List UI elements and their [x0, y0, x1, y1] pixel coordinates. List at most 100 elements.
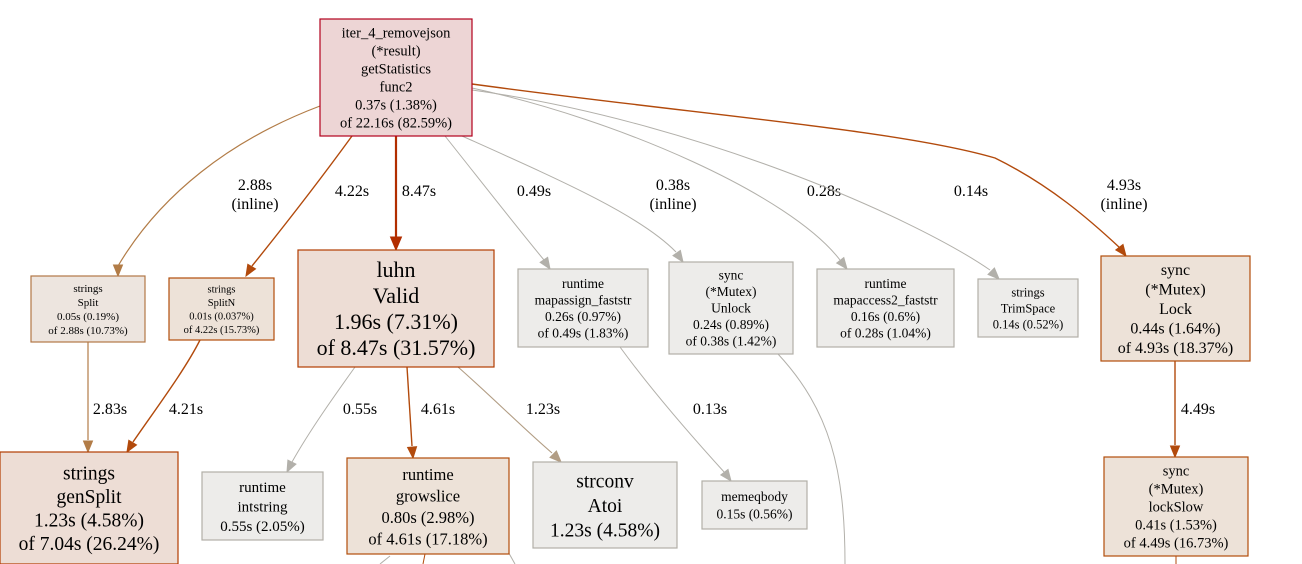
node-memeqbody[interactable]: memeqbody 0.15s (0.56%) [701, 480, 808, 530]
node-lockslow[interactable]: sync (*Mutex) lockSlow 0.41s (1.53%) of 4.49… [1103, 456, 1249, 557]
node-label-line: 0.26s (0.97%) [545, 309, 621, 324]
edge-line [444, 135, 545, 261]
node-trimspace[interactable]: strings TrimSpace 0.14s (0.52%) [977, 278, 1079, 338]
node-box [319, 18, 473, 137]
node-label-line: 0.05s (0.19%) [57, 311, 119, 323]
node-label-line: strings [63, 463, 115, 484]
edge-label: 4.22s [335, 183, 369, 200]
edge-func2-mapassign[interactable]: 0.49s [444, 135, 551, 271]
arrowhead [406, 446, 418, 460]
edge-label: 4.93s (inline) [1100, 177, 1147, 213]
arrowhead [539, 256, 551, 271]
edge-label: 2.88s (inline) [231, 177, 278, 213]
edge-func2-unlock[interactable]: 0.38s (inline) [461, 135, 697, 264]
node-box [1103, 456, 1249, 557]
arrowhead [126, 439, 138, 454]
node-label-line: of 0.49s (1.83%) [538, 325, 629, 340]
arrowhead [1114, 243, 1127, 258]
node-intstring[interactable]: runtime intstring 0.55s (2.05%) [201, 471, 324, 541]
edge-func2-luhn[interactable]: 8.47s [389, 136, 437, 252]
edge-func2-splitn[interactable]: 4.22s [245, 135, 369, 278]
node-strings_splitn[interactable]: strings SplitN 0.01s (0.037%) of 4.22s (15.… [168, 277, 275, 341]
node-label-line: (*result) [371, 44, 420, 60]
node-label-line: strconv [576, 471, 634, 492]
node-label-line: (*Mutex) [1145, 281, 1205, 298]
node-label-line: sync [1163, 464, 1190, 480]
node-box [517, 268, 649, 348]
node-label-line: growslice [396, 486, 460, 505]
arrowhead [112, 264, 124, 278]
node-func2[interactable]: iter_4_removejson (*result) getStatistics f… [319, 18, 473, 137]
node-label-line: 1.23s (4.58%) [550, 520, 660, 541]
node-label-line: runtime [562, 276, 604, 291]
edge-label-line: 2.83s [93, 401, 127, 418]
node-label-line: strings [207, 285, 235, 296]
edge-func2-split[interactable]: 2.88s (inline) [112, 105, 321, 278]
edge-continuation-0 [777, 353, 846, 564]
node-box [816, 268, 955, 348]
edge-label: 0.14s [954, 183, 988, 200]
node-label-line: Unlock [711, 301, 751, 316]
edge-lock-lockslow[interactable]: 4.49s [1169, 361, 1216, 459]
node-label-line: 1.96s (7.31%) [334, 309, 458, 334]
edge-splitn-gensplit[interactable]: 4.21s [126, 339, 203, 454]
edge-line [251, 135, 353, 267]
arrowhead [286, 459, 297, 474]
edge-luhn-atoi[interactable]: 1.23s [457, 366, 562, 463]
node-label-line: of 22.16s (82.59%) [340, 116, 452, 132]
node-label-line: 0.44s (1.64%) [1130, 320, 1220, 337]
edge-label-line: 1.23s [526, 401, 560, 418]
node-label-line: TrimSpace [1001, 301, 1056, 315]
node-label-line: strings [1011, 285, 1044, 299]
edges-layer: 2.88s (inline) 4.22s 8.47s 0.49s 0.38s (inline… [21, 83, 1216, 564]
edge-func2-lock[interactable]: 4.93s (inline) [471, 83, 1148, 258]
edge-func2-trimspace[interactable]: 0.14s [471, 89, 1000, 280]
node-label-line: (*Mutex) [706, 284, 757, 299]
node-box [1100, 255, 1251, 362]
edge-label: 0.55s [343, 401, 377, 418]
arrowhead [672, 249, 684, 264]
edge-split-gensplit[interactable]: 2.83s [82, 342, 128, 454]
node-box [297, 249, 495, 368]
node-label-line: 0.37s (1.38%) [355, 98, 437, 114]
node-label-line: lockSlow [1149, 500, 1204, 516]
edge-line [457, 366, 553, 454]
node-label-line: 0.14s (0.52%) [993, 317, 1063, 331]
node-label-line: of 2.88s (10.73%) [48, 325, 128, 337]
arrowhead [549, 450, 562, 463]
edge-label-line: 4.49s [1181, 401, 1215, 418]
edge-luhn-intstring[interactable]: 0.55s [286, 366, 377, 474]
edge-label-line: 0.14s [954, 183, 988, 200]
arrowhead [987, 267, 1000, 280]
node-strings_split[interactable]: strings Split 0.05s (0.19%) of 2.88s (10.73… [30, 275, 146, 343]
edge-label: 0.49s [517, 183, 551, 200]
node-label-line: intstring [237, 499, 288, 515]
node-atoi[interactable]: strconv Atoi 1.23s (4.58%) [532, 461, 678, 549]
node-box [977, 278, 1079, 338]
edge-line [117, 105, 321, 267]
node-label-line: 0.24s (0.89%) [693, 317, 769, 332]
node-label-line: of 8.47s (31.57%) [317, 335, 476, 360]
node-box [168, 277, 275, 341]
edge-label: 4.61s [421, 401, 455, 418]
arrowhead [389, 236, 403, 252]
edge-label-line: 4.61s [421, 401, 455, 418]
edge-label: 4.49s [1181, 401, 1215, 418]
edge-label: 0.13s [693, 401, 727, 418]
edge-line [619, 346, 726, 474]
node-growslice[interactable]: runtime growslice 0.80s (2.98%) of 4.61s (1… [346, 457, 510, 555]
edge-label-line: (inline) [649, 196, 696, 213]
node-mutex_lock[interactable]: sync (*Mutex) Lock 0.44s (1.64%) of 4.93s (1… [1100, 255, 1251, 362]
node-label-line: genSplit [56, 487, 122, 508]
edge-label-line: 8.47s [402, 183, 436, 200]
edge-label-line: 0.28s [807, 183, 841, 200]
edge-mapassign-memeqbody[interactable]: 0.13s [619, 346, 732, 483]
edge-line [132, 339, 201, 443]
edge-luhn-growslice[interactable]: 4.61s [406, 366, 455, 460]
edge-func2-mapaccess2[interactable]: 0.28s [471, 87, 848, 271]
